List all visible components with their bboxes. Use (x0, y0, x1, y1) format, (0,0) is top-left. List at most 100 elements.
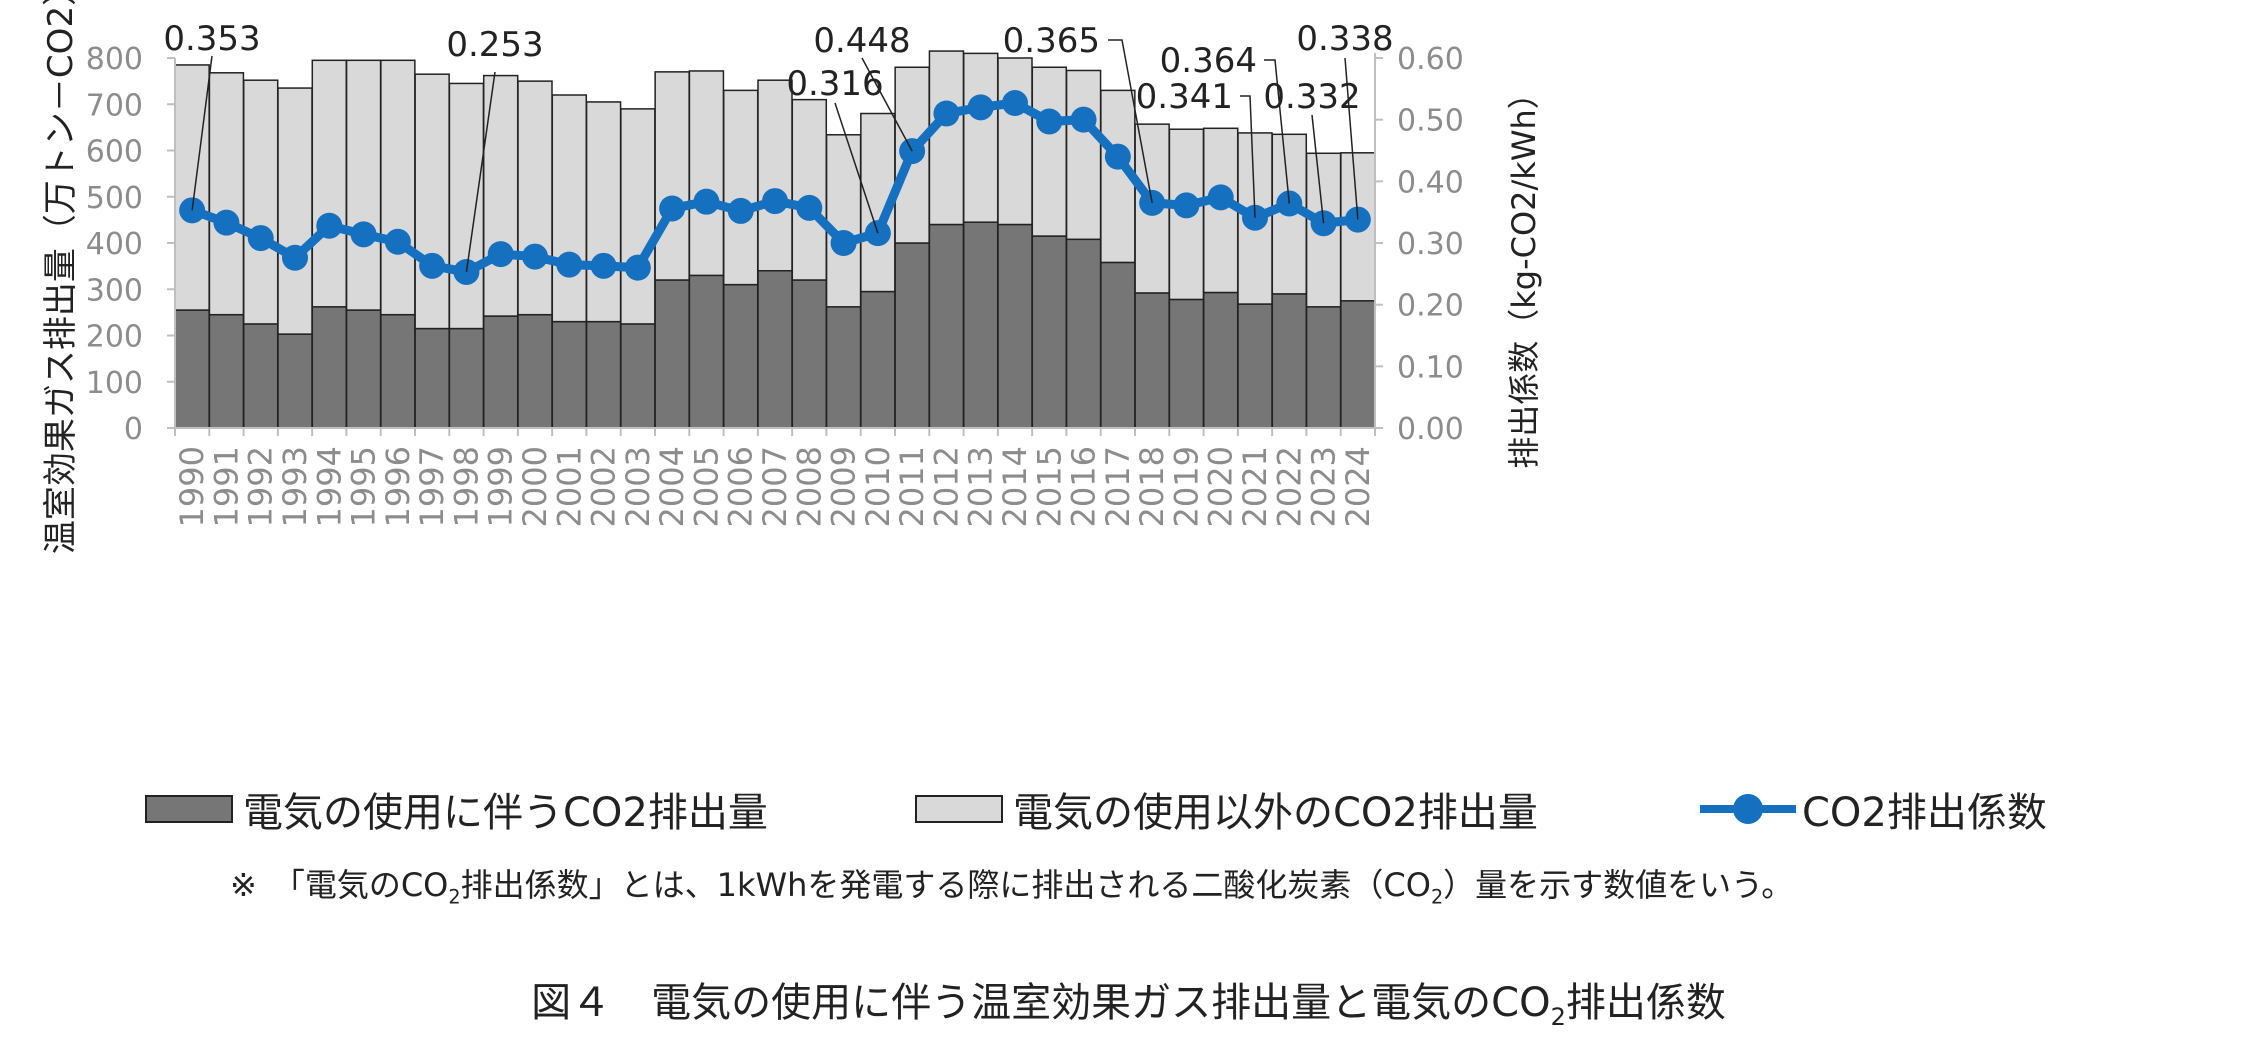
emission-factor-point-2013 (967, 94, 994, 121)
bar-electric-1993 (277, 333, 313, 429)
x-tick-label-1995: 1995 (345, 446, 383, 527)
bar-electric-1998 (448, 327, 485, 429)
x-tick-label-2023: 2023 (1305, 446, 1343, 527)
annotation-leader-2018 (1108, 39, 1153, 204)
chart: 0 100 200 300 400 500 600 700 800 0.00 0.10 0.20 0.3… (41, 0, 1543, 554)
annotation-label-2024: 0.338 (1296, 19, 1393, 59)
annotation-label-2023: 0.332 (1263, 77, 1360, 117)
y-axis-title: 温室効果ガス排出量（万トン－CO2） (41, 0, 81, 554)
y-tick-label: 200 (86, 320, 143, 355)
bar-electric-2011 (894, 242, 930, 429)
x-tick-label-2003: 2003 (619, 446, 657, 527)
bar-other-2001 (551, 94, 588, 323)
bar-other-2014 (997, 57, 1033, 226)
legend-swatch-dark (145, 795, 233, 823)
legend-item-other-co2: 電気の使用以外のCO2排出量 (915, 780, 1538, 838)
emission-factor-point-2017 (1104, 143, 1131, 170)
emission-factor-point-1999 (487, 241, 514, 268)
x-tick-label-2006: 2006 (722, 446, 760, 527)
bar-electric-2023 (1305, 306, 1342, 429)
emission-factor-point-1995 (350, 221, 377, 248)
legend-swatch-line (1700, 794, 1796, 824)
legend-label-electric-co2: 電気の使用に伴うCO2排出量 (243, 790, 768, 836)
y-tick-label: 400 (86, 227, 143, 262)
bar-other-2000 (517, 80, 553, 316)
bar-electric-1994 (311, 306, 348, 429)
emission-factor-point-1992 (247, 225, 274, 252)
emission-factor-point-1991 (213, 209, 240, 236)
bar-other-1991 (208, 72, 245, 316)
bar-electric-1996 (380, 313, 416, 429)
bar-electric-1991 (208, 313, 245, 429)
emission-factor-point-2008 (796, 194, 823, 221)
emission-factor-point-1993 (282, 244, 308, 271)
annotation-leader-2011 (861, 57, 913, 152)
y2-axis-title: 排出係数（kg-CO2/kWh） (1505, 77, 1543, 469)
legend-item-emission-factor: CO2排出係数 (1700, 780, 2047, 838)
emission-factor-point-2005 (693, 188, 720, 215)
bar-electric-2006 (722, 283, 759, 429)
legend-label-emission-factor: CO2排出係数 (1802, 790, 2047, 836)
x-tick-label-1998: 1998 (447, 446, 485, 527)
x-tick-label-2017: 2017 (1099, 446, 1137, 527)
bar-electric-2014 (997, 223, 1033, 429)
bar-electric-1990 (174, 309, 210, 429)
emission-factor-point-2020 (1207, 184, 1234, 211)
emission-factor-point-2001 (556, 251, 583, 278)
x-tick-label-2019: 2019 (1167, 446, 1205, 527)
bar-electric-2020 (1202, 291, 1239, 429)
bar-other-2013 (962, 52, 999, 223)
emission-factor-point-2007 (762, 188, 788, 215)
annotation-label-1990: 0.353 (163, 19, 260, 59)
bar-electric-2003 (620, 323, 656, 429)
x-tick-label-1994: 1994 (310, 446, 348, 527)
annotation-label-2011: 0.448 (813, 21, 910, 61)
emission-factor-point-2009 (830, 230, 857, 256)
annotation-leader-1998 (465, 71, 496, 273)
y-tick-label: 0 (124, 412, 143, 447)
bar-electric-2008 (791, 279, 828, 429)
x-tick-label-2007: 2007 (756, 446, 794, 527)
x-tick-label-2000: 2000 (516, 446, 554, 527)
y2-tick-label: 0.60 (1397, 42, 1464, 77)
bar-other-1998 (448, 82, 485, 330)
x-tick-label-1999: 1999 (482, 446, 520, 527)
emission-factor-point-2002 (590, 252, 617, 279)
emission-factor-point-2015 (1036, 108, 1063, 135)
x-tick-label-2011: 2011 (893, 446, 931, 527)
bar-other-2009 (825, 134, 862, 308)
bar-other-2003 (620, 108, 656, 325)
x-tick-label-2002: 2002 (585, 446, 623, 527)
emission-factor-point-2004 (659, 195, 686, 222)
bar-other-2005 (688, 70, 725, 277)
bar-electric-1992 (242, 323, 279, 429)
bar-electric-2012 (928, 223, 965, 429)
x-tick-label-2021: 2021 (1236, 446, 1274, 527)
bar-other-2016 (1065, 69, 1102, 241)
bar-electric-2022 (1271, 293, 1308, 429)
bar-other-1996 (380, 59, 416, 316)
bar-electric-2000 (517, 313, 553, 429)
bar-other-1995 (345, 59, 382, 311)
legend-swatch-light (915, 795, 1003, 823)
emission-factor-point-2003 (624, 254, 651, 281)
bar-electric-2009 (825, 306, 862, 429)
x-tick-label-1992: 1992 (242, 446, 280, 527)
x-tick-label-1997: 1997 (413, 446, 451, 527)
bar-other-2004 (654, 71, 690, 281)
bar-other-1993 (277, 87, 313, 335)
bar-other-1994 (311, 59, 348, 308)
legend-item-electric-co2: 電気の使用に伴うCO2排出量 (145, 780, 768, 838)
bar-electric-2005 (688, 274, 725, 429)
bar-electric-2010 (860, 290, 896, 429)
x-tick-label-2018: 2018 (1133, 446, 1171, 527)
emission-factor-point-1996 (384, 228, 411, 255)
bar-other-1997 (414, 73, 450, 330)
x-tick-label-2012: 2012 (927, 446, 965, 527)
x-tick-label-1991: 1991 (207, 446, 245, 527)
annotation-leader-2022 (1264, 59, 1291, 204)
x-tick-label-2008: 2008 (790, 446, 828, 527)
annotation-label-2010: 0.316 (786, 64, 883, 104)
x-tick-label-2020: 2020 (1202, 446, 1240, 527)
x-tick-label-2013: 2013 (962, 446, 1000, 527)
